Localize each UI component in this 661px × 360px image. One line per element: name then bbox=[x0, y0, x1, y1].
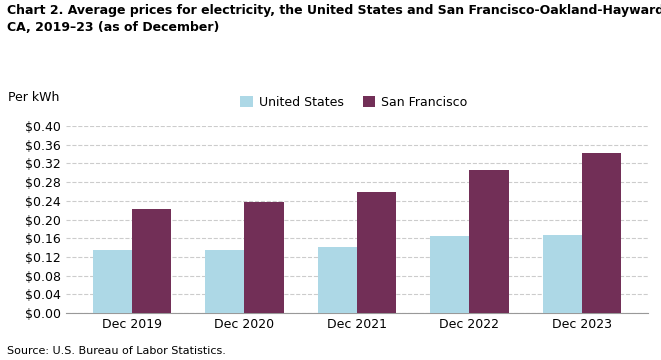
Bar bbox=[245, 202, 284, 313]
Bar bbox=[205, 249, 245, 313]
Text: Chart 2. Average prices for electricity, the United States and San Francisco-Oak: Chart 2. Average prices for electricity,… bbox=[7, 4, 661, 33]
Bar bbox=[93, 251, 132, 313]
Bar bbox=[543, 235, 582, 313]
Bar bbox=[469, 170, 509, 313]
Text: Source: U.S. Bureau of Labor Statistics.: Source: U.S. Bureau of Labor Statistics. bbox=[7, 346, 225, 356]
Bar bbox=[582, 153, 621, 313]
Text: Per kWh: Per kWh bbox=[8, 90, 59, 104]
Bar bbox=[430, 237, 469, 313]
Legend: United States, San Francisco: United States, San Francisco bbox=[235, 91, 473, 114]
Bar bbox=[317, 247, 357, 313]
Bar bbox=[357, 193, 397, 313]
Bar bbox=[132, 209, 171, 313]
